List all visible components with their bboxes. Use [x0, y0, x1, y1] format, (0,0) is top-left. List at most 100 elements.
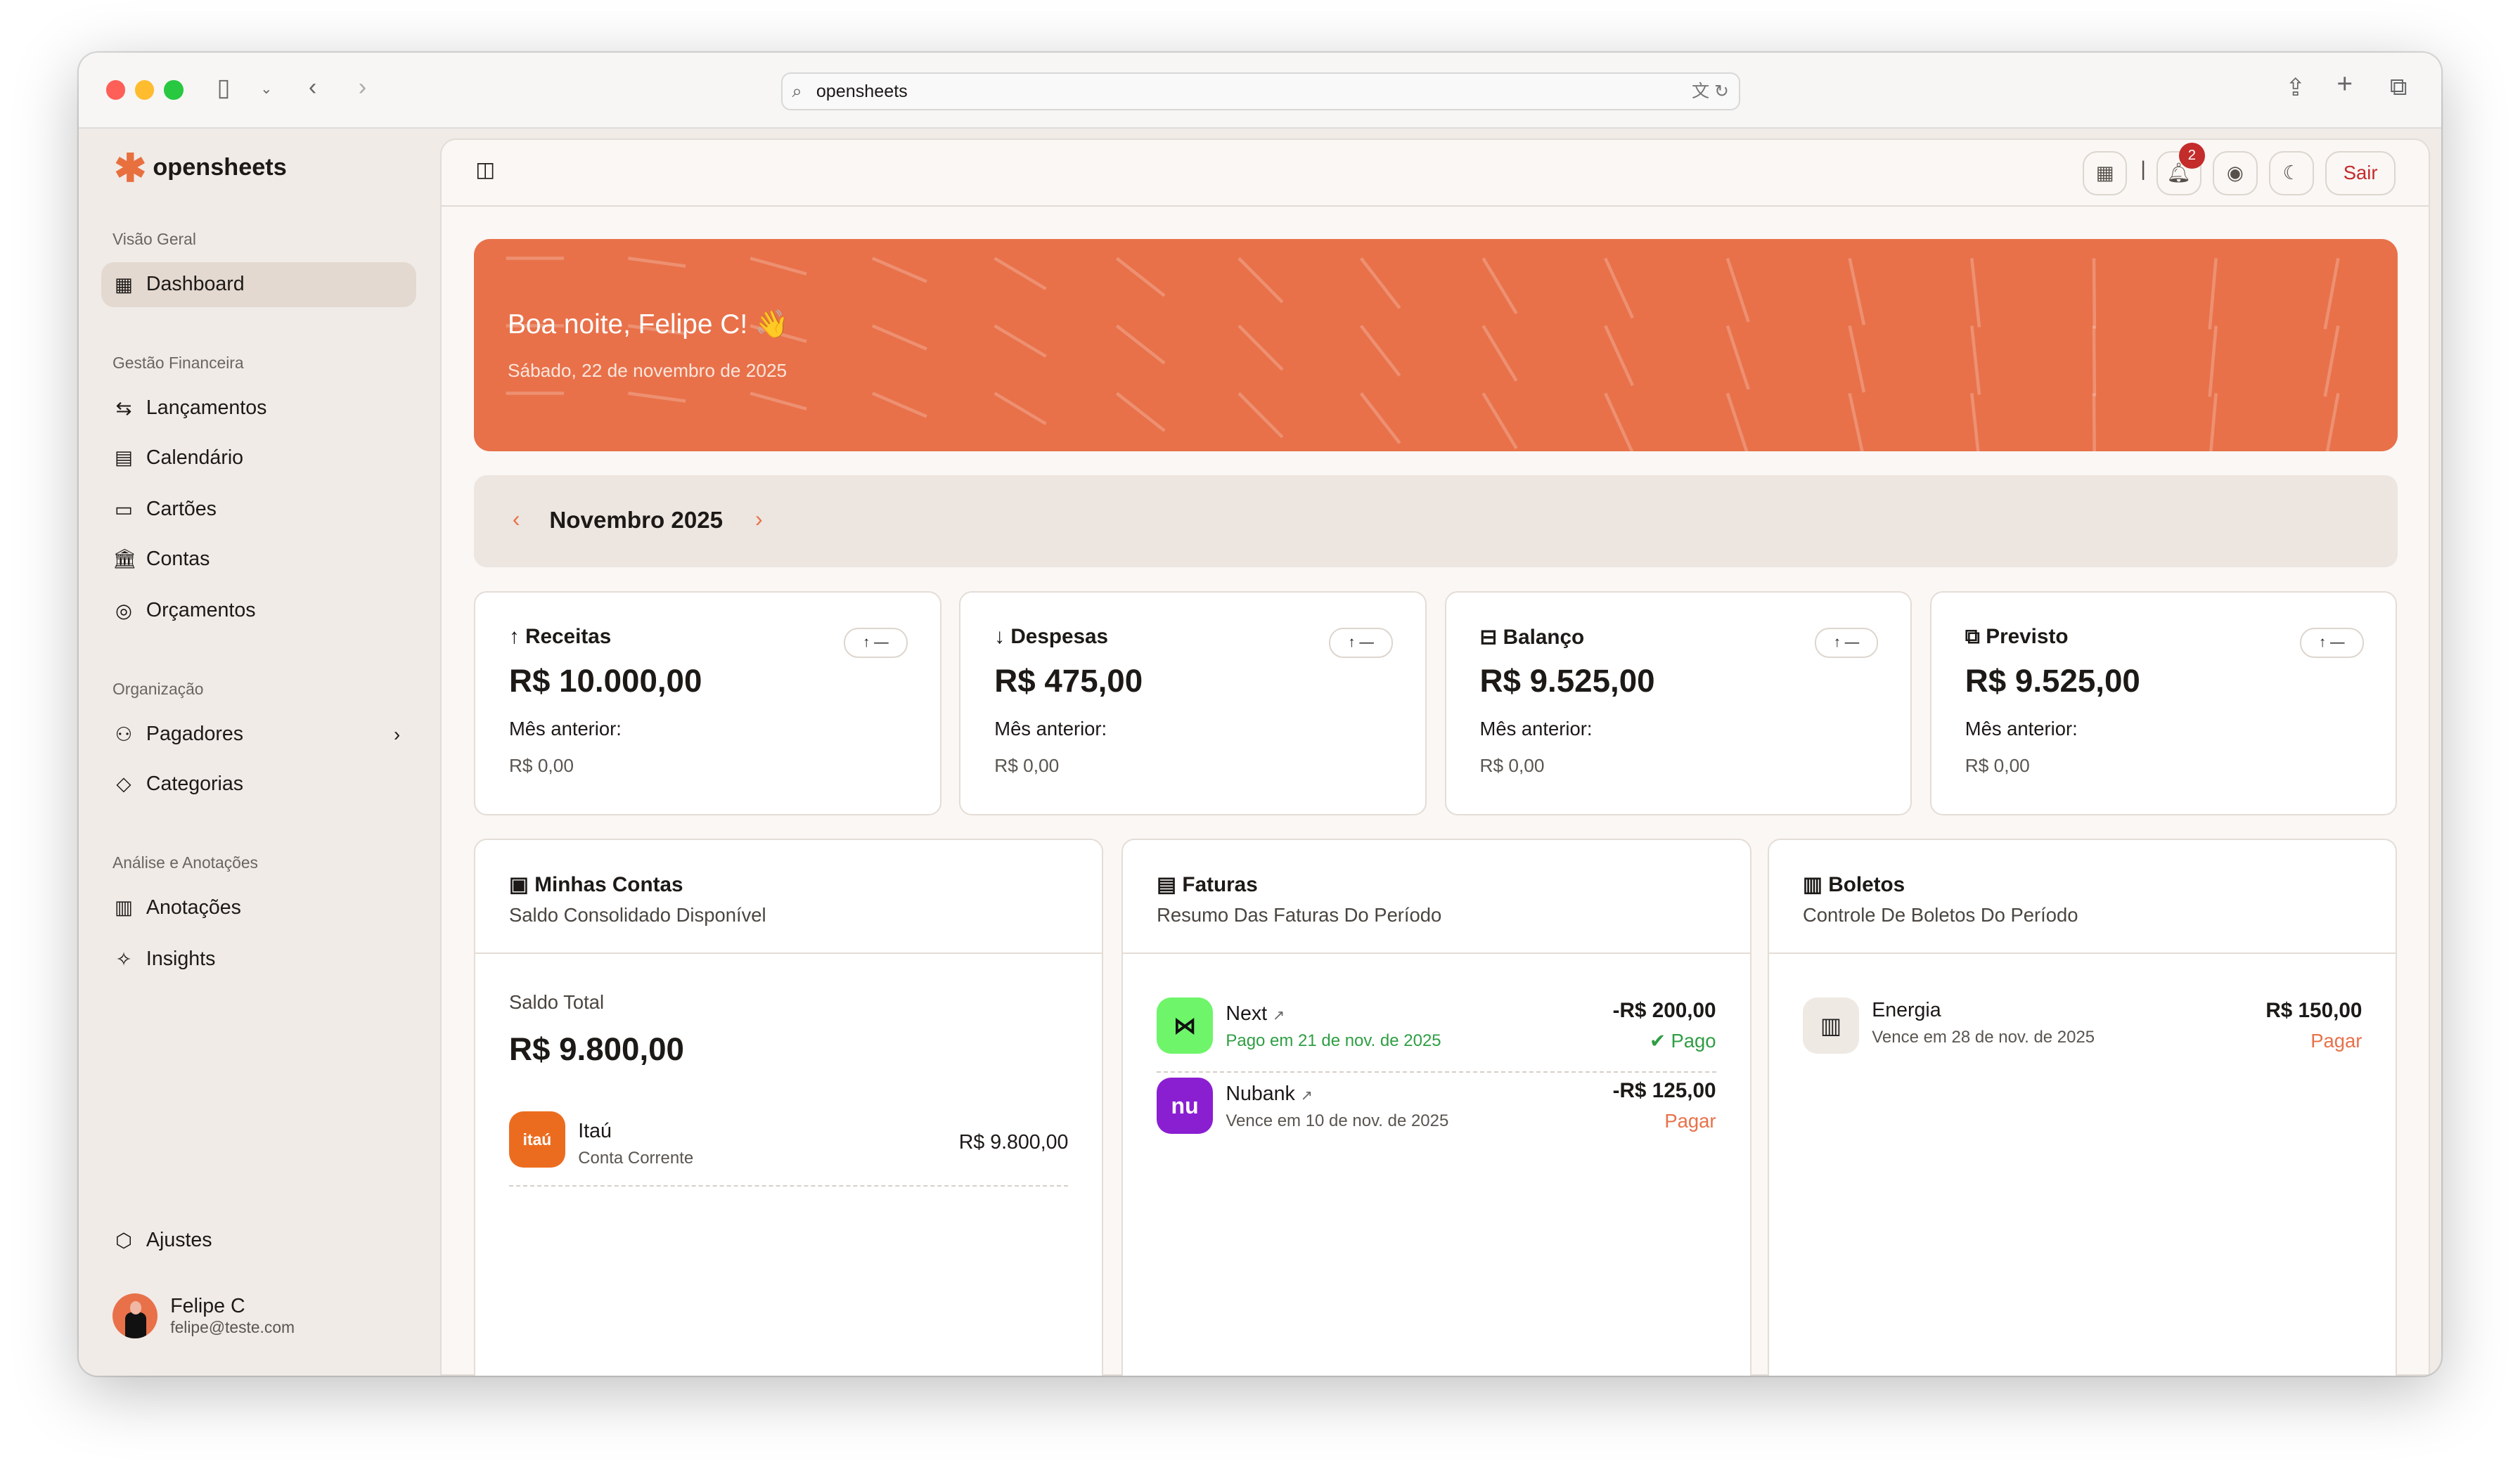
- pattern-stroke: [1604, 257, 1634, 319]
- app-name: opensheets: [153, 154, 287, 181]
- calculator-icon: ▦: [2095, 162, 2114, 184]
- scale-icon: ⊟: [1479, 625, 1503, 649]
- pattern-stroke: [2325, 393, 2340, 451]
- pattern-stroke: [1848, 258, 1866, 325]
- sidebar-toggle-icon[interactable]: ▯: [217, 75, 231, 102]
- maximize-window-button[interactable]: [164, 80, 184, 100]
- share-icon[interactable]: ⇪: [2285, 75, 2306, 102]
- notification-badge: 2: [2179, 143, 2205, 169]
- prev-value: R$ 0,00: [994, 754, 1060, 776]
- pattern-stroke: [2092, 393, 2096, 451]
- invoice-name[interactable]: Nubank ↗: [1226, 1083, 1313, 1106]
- user-email: felipe@teste.com: [170, 1317, 295, 1336]
- sidebar-item-label: Dashboard: [146, 273, 245, 296]
- clipboard-icon: ▥: [114, 896, 133, 919]
- card-title-text: Boletos: [1828, 872, 1905, 896]
- total-balance: R$ 9.800,00: [508, 1031, 684, 1067]
- pattern-stroke: [994, 324, 1047, 359]
- bills-card: ▥ Boletos Controle De Boletos Do Período …: [1767, 838, 2398, 1376]
- pattern-stroke: [1481, 257, 1518, 315]
- pattern-stroke: [1604, 325, 1634, 387]
- sidebar-item-label: Anotações: [146, 896, 241, 919]
- sidebar-item-calendario[interactable]: ▤ Calendário: [101, 435, 416, 480]
- eye-icon: ◉: [2226, 162, 2244, 184]
- new-tab-icon[interactable]: +: [2336, 69, 2353, 100]
- logout-button[interactable]: Sair: [2325, 150, 2396, 195]
- previous-month-button[interactable]: ‹: [512, 505, 520, 531]
- sidebar-item-contas[interactable]: 🏛 Contas: [101, 536, 416, 581]
- sidebar-item-orcamentos[interactable]: ◎ Orçamentos: [101, 588, 416, 633]
- close-window-button[interactable]: [105, 80, 126, 100]
- address-bar[interactable]: ⌕ opensheets 文 ↻: [780, 72, 1740, 111]
- next-month-button[interactable]: ›: [754, 505, 763, 531]
- calculator-button[interactable]: ▦: [2082, 150, 2128, 195]
- pattern-stroke: [1359, 257, 1401, 309]
- pattern-stroke: [1238, 257, 1284, 304]
- invoice-name[interactable]: Next ↗: [1226, 1002, 1285, 1026]
- main-content: ◫ ▦ | 🔔︎ 2 ◉ ☾ Sair Boa noite, Felipe C!…: [440, 138, 2430, 1376]
- greeting-text: Boa noite, Felipe C! 👋: [507, 309, 790, 340]
- sidebar-item-cartoes[interactable]: ▭ Cartões: [101, 487, 416, 532]
- sidebar-item-label: Calendário: [146, 446, 244, 469]
- pattern-stroke: [750, 324, 807, 344]
- app-logo[interactable]: ✱ opensheets: [114, 148, 287, 187]
- chevron-down-icon[interactable]: ⌄: [260, 81, 273, 98]
- bill-row[interactable]: ▥ Energia Vence em 28 de nov. de 2025 R$…: [1802, 997, 2362, 1071]
- sidebar-item-lancamentos[interactable]: ⇆ Lançamentos: [101, 386, 416, 431]
- trend-badge: ↑ —: [843, 628, 908, 658]
- pattern-stroke: [1481, 392, 1518, 450]
- sidebar-item-pagadores[interactable]: ⚇ Pagadores ›: [101, 712, 416, 757]
- privacy-toggle-button[interactable]: ◉: [2213, 150, 2258, 195]
- reload-icon[interactable]: 文 ↻: [1691, 81, 1730, 101]
- back-icon[interactable]: ‹: [308, 74, 317, 101]
- prev-label: Mês anterior:: [508, 718, 622, 740]
- pattern-stroke: [1848, 325, 1866, 393]
- chevron-right-icon[interactable]: ›: [393, 723, 401, 745]
- section-title: Análise e Anotações: [112, 853, 258, 872]
- invoice-name-text: Next: [1226, 1002, 1268, 1025]
- invoice-detail: Pago em 21 de nov. de 2025: [1226, 1031, 1441, 1050]
- pattern-stroke: [1359, 325, 1401, 377]
- sidebar-item-label: Pagadores: [146, 723, 244, 746]
- stat-title-text: Despesas: [1010, 624, 1109, 648]
- sidebar-item-dashboard[interactable]: ▦ Dashboard: [101, 261, 416, 307]
- invoice-amount: -R$ 125,00: [1612, 1079, 1716, 1103]
- sidebar: ✱ opensheets Visão Geral ▦ Dashboard Gestã…: [78, 128, 439, 1376]
- sidebar-item-label: Cartões: [146, 498, 217, 521]
- theme-toggle-button[interactable]: ☾: [2269, 150, 2314, 195]
- sidebar-toggle-icon[interactable]: ◫: [475, 157, 496, 181]
- next-logo: ⋈: [1157, 997, 1214, 1054]
- external-link-icon[interactable]: ↗: [1273, 1007, 1285, 1023]
- prev-value: R$ 0,00: [1965, 754, 2030, 776]
- bill-name: Energia: [1872, 999, 1941, 1022]
- stat-title-text: Balanço: [1503, 625, 1585, 649]
- invoice-row[interactable]: ⋈ Next ↗ Pago em 21 de nov. de 2025 -R$ …: [1157, 997, 1716, 1073]
- barcode-icon: ▥: [1802, 997, 1859, 1054]
- pattern-stroke: [628, 392, 686, 403]
- external-link-icon[interactable]: ↗: [1300, 1087, 1313, 1104]
- pattern-stroke: [1725, 257, 1750, 323]
- pattern-stroke: [2323, 258, 2340, 330]
- account-amount: R$ 9.800,00: [958, 1130, 1069, 1154]
- pay-button[interactable]: Pagar: [1664, 1109, 1716, 1132]
- pattern-stroke: [1115, 257, 1166, 297]
- sidebar-item-categorias[interactable]: ◇ Categorias: [101, 761, 416, 806]
- card-title: ▣ Minhas Contas: [509, 872, 683, 897]
- notifications-button[interactable]: 🔔︎: [2156, 150, 2201, 195]
- pattern-stroke: [750, 392, 807, 411]
- sidebar-item-ajustes[interactable]: ⬡ Ajustes: [101, 1218, 416, 1263]
- invoice-row[interactable]: nu Nubank ↗ Vence em 10 de nov. de 2025 …: [1157, 1078, 1716, 1151]
- accounts-card: ▣ Minhas Contas Saldo Consolidado Disponí…: [473, 838, 1104, 1376]
- sidebar-item-anotacoes[interactable]: ▥ Anotações: [101, 885, 416, 930]
- stat-value: R$ 475,00: [994, 663, 1143, 699]
- pay-button[interactable]: Pagar: [2310, 1029, 2362, 1052]
- forward-icon[interactable]: ›: [358, 74, 367, 101]
- sidebar-item-insights[interactable]: ✧ Insights: [101, 937, 416, 982]
- account-row[interactable]: itaú Itaú Conta Corrente R$ 9.800,00: [508, 1111, 1069, 1187]
- prev-label: Mês anterior:: [994, 718, 1107, 740]
- minimize-window-button[interactable]: [134, 80, 155, 100]
- invoice-detail: Vence em 10 de nov. de 2025: [1226, 1111, 1449, 1131]
- tabs-overview-icon[interactable]: ⧉: [2389, 74, 2408, 101]
